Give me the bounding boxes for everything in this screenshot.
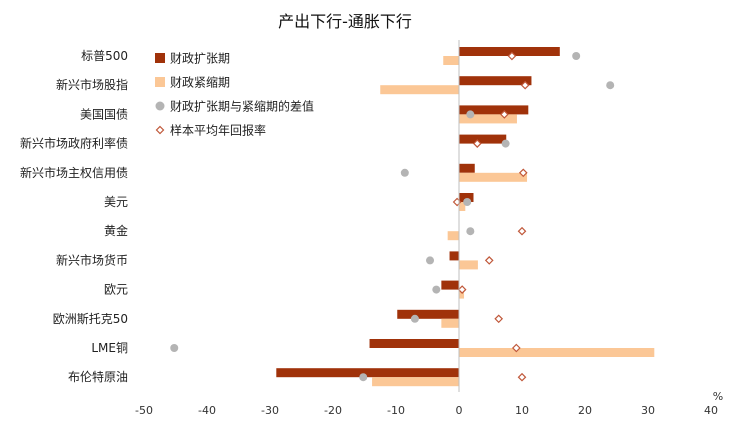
bar	[459, 105, 529, 115]
x-tick-label: -10	[387, 404, 405, 417]
dot-marker	[572, 52, 581, 60]
diamond-marker	[517, 372, 527, 382]
x-tick-label: -40	[198, 404, 216, 417]
category-label: 欧元	[104, 283, 128, 297]
category-label: 欧洲斯托克50	[53, 312, 128, 326]
x-tick-label: 10	[515, 404, 529, 417]
x-axis: -50 -40 -30 -20 -10 0 10 20 30 40	[135, 40, 718, 417]
diamond-marker	[520, 80, 530, 90]
category-label: 新兴市场货币	[56, 252, 128, 267]
legend-swatch	[155, 101, 165, 111]
legend-label: 财政扩张期	[170, 52, 230, 66]
bar	[441, 280, 459, 290]
bar	[397, 309, 459, 319]
bar	[459, 260, 478, 270]
diamond-marker	[518, 168, 528, 178]
bar	[459, 76, 532, 86]
bar	[276, 368, 459, 378]
diamond-marker	[457, 285, 467, 294]
dot-marker	[466, 227, 475, 236]
dot-marker	[463, 198, 472, 206]
x-tick-label: -50	[135, 404, 153, 417]
x-tick-label: 30	[641, 404, 655, 417]
bar	[459, 289, 465, 299]
bar	[372, 377, 459, 387]
x-tick-label: -20	[324, 404, 342, 417]
bar	[459, 202, 466, 211]
markers-group	[170, 51, 615, 382]
bar	[459, 134, 507, 144]
bar	[443, 56, 459, 65]
legend-swatch	[155, 77, 165, 87]
diamond-marker	[472, 139, 482, 148]
legend-label: 财政紧缩期	[170, 75, 230, 90]
legend-label: 财政扩张期与紧缩期的差值	[170, 99, 314, 114]
bar	[459, 193, 474, 202]
dot-marker	[501, 139, 510, 148]
dot-marker	[432, 285, 441, 294]
category-labels: 标普500 新兴市场股指美国国债新兴市场政府利率债新兴市场主权信用债美元黄金新兴市…	[20, 49, 128, 384]
x-tick-label: 20	[578, 404, 592, 417]
x-tick-label: 0	[456, 404, 463, 417]
bar	[380, 85, 459, 95]
dot-marker	[359, 373, 368, 382]
diamond-marker	[507, 51, 517, 61]
category-label: 标普500	[81, 49, 128, 63]
dot-marker	[466, 110, 475, 119]
bar	[459, 47, 560, 56]
dot-marker	[410, 314, 419, 323]
legend-label: 样本平均年回报率	[170, 123, 266, 138]
bar	[459, 172, 528, 182]
x-axis-unit-label: %	[713, 390, 723, 403]
bars-group	[276, 47, 655, 387]
bar	[449, 251, 459, 261]
legend-swatch	[155, 125, 165, 135]
dot-marker	[170, 344, 179, 352]
diamond-marker	[484, 256, 494, 265]
bar	[369, 339, 459, 348]
dot-marker	[426, 256, 435, 265]
bar	[441, 318, 459, 328]
x-tick-label: 40	[704, 404, 718, 417]
bar	[459, 348, 655, 357]
chart-title: 产出下行-通胀下行	[278, 12, 412, 31]
category-label: LME铜	[91, 340, 128, 355]
legend-swatch	[155, 53, 165, 63]
bar	[459, 114, 517, 124]
category-label: 黄金	[104, 223, 128, 238]
category-label: 新兴市场政府利率债	[20, 136, 128, 151]
dot-marker	[400, 168, 409, 177]
diamond-marker	[517, 226, 527, 236]
diamond-marker	[494, 314, 504, 324]
category-label: 布伦特原油	[68, 369, 128, 384]
bar	[447, 231, 459, 241]
category-label: 新兴市场主权信用债	[20, 165, 128, 180]
category-label: 美元	[104, 195, 128, 209]
bar	[459, 163, 475, 173]
category-label: 美国国债	[80, 107, 128, 121]
x-tick-label: -30	[261, 404, 279, 417]
dot-marker	[606, 81, 615, 90]
diamond-marker	[500, 110, 509, 119]
category-label: 新兴市场股指	[56, 77, 128, 92]
diamond-marker	[511, 343, 521, 353]
